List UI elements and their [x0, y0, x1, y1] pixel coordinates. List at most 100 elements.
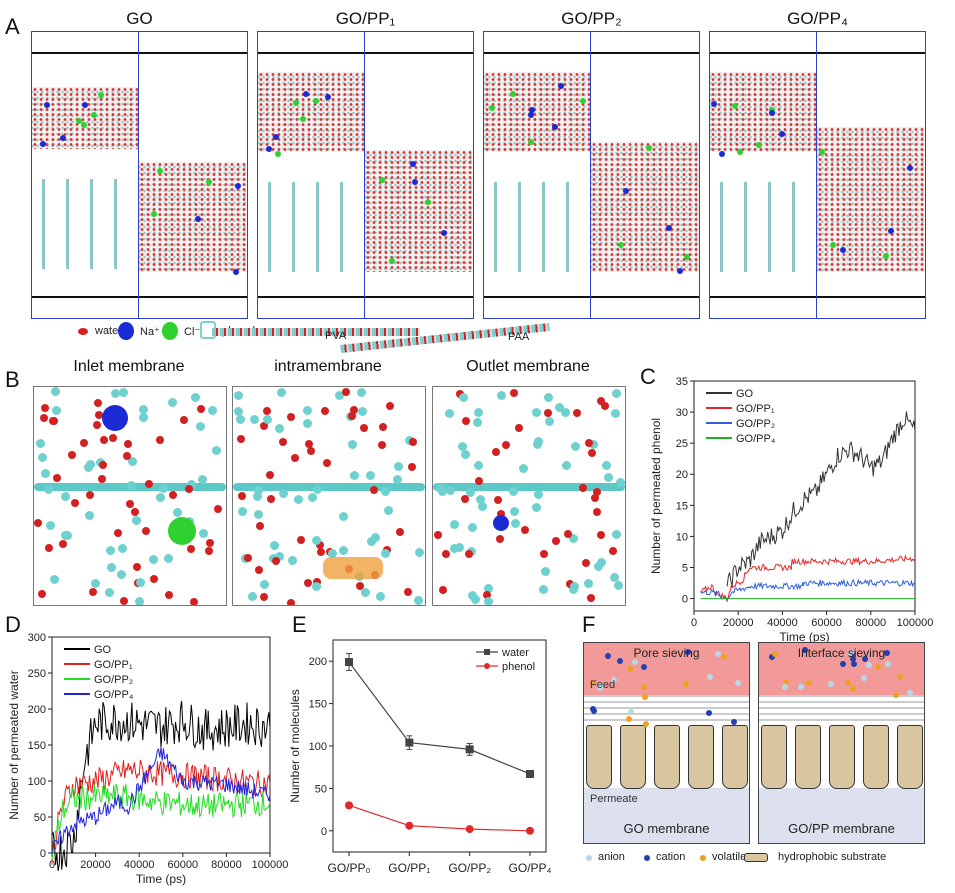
y-tick-label: 15	[676, 500, 688, 512]
carbon-atom	[126, 481, 136, 491]
carbon-atom	[465, 487, 475, 497]
oxygen-atom	[316, 547, 325, 556]
oxygen-atom	[474, 477, 483, 486]
sodium-ion	[527, 111, 534, 118]
x-tick-label: 80000	[856, 617, 887, 629]
chloride-ion	[579, 97, 586, 104]
carbon-atom	[52, 405, 62, 415]
oxygen-atom	[564, 529, 573, 538]
oxygen-atom	[510, 389, 519, 398]
water-molecule-icon	[78, 328, 88, 335]
y-tick-label: 50	[34, 812, 46, 824]
oxygen-atom	[130, 507, 139, 516]
anion	[861, 674, 868, 681]
sodium-ion	[529, 107, 536, 114]
carbon-atom	[293, 495, 303, 505]
oxygen-atom	[539, 550, 548, 559]
legend-marker	[484, 663, 490, 669]
y-tick-label: 200	[309, 656, 327, 668]
oxygen-atom	[408, 437, 417, 446]
oxygen-atom	[169, 491, 178, 500]
oxygen-atom	[596, 531, 605, 540]
panel-label-e: E	[292, 612, 307, 637]
oxygen-atom	[260, 422, 269, 431]
divider	[590, 32, 591, 318]
sodium-ion	[325, 94, 332, 101]
anion	[782, 683, 789, 690]
legend-na: Na⁺	[140, 326, 160, 338]
hydrophobic-substrate-pillar	[620, 725, 646, 789]
carbon-atom	[545, 416, 555, 426]
top-wall	[258, 52, 473, 54]
oxygen-atom	[385, 401, 394, 410]
oxygen-atom	[551, 537, 560, 546]
chloride-ion	[151, 210, 158, 217]
oxygen-atom	[494, 495, 503, 504]
oxygen-atom	[68, 451, 77, 460]
series-line-phenol	[348, 804, 531, 832]
panel-a-title: GO/PP₂	[561, 9, 622, 28]
carbon-atom	[445, 408, 455, 418]
chloride-ion	[510, 90, 517, 97]
carbon-atom	[383, 506, 393, 516]
carbon-atom	[60, 491, 70, 501]
carbon-atom	[459, 392, 469, 402]
y-tick-label: 0	[682, 594, 688, 606]
sodium-ion	[710, 100, 717, 107]
oxygen-atom	[238, 492, 247, 501]
carbon-atom	[366, 471, 376, 481]
carbon-atom	[367, 536, 377, 546]
simulation-snapshot	[31, 31, 248, 319]
data-point	[345, 801, 353, 810]
volatile	[782, 679, 789, 686]
chloride-ion	[378, 177, 385, 184]
oxygen-atom	[266, 471, 275, 480]
panel-a-title: GO/PP₄	[787, 9, 848, 28]
carbon-atom	[583, 579, 593, 589]
oxygen-atom	[99, 460, 108, 469]
carbon-atom	[138, 413, 148, 423]
permeated-water-slab	[365, 150, 473, 272]
chloride-ion	[312, 98, 319, 105]
oxygen-atom	[342, 387, 351, 396]
legend-water: water	[95, 325, 122, 337]
oxygen-atom	[355, 581, 364, 590]
y-tick-label: 0	[321, 826, 327, 838]
carbon-atom	[159, 484, 169, 494]
chloride-ion	[388, 257, 395, 264]
carbon-atom	[60, 531, 70, 541]
legend-label: GO/PP₂	[736, 418, 775, 430]
oxygen-atom	[581, 558, 590, 567]
feed-region	[584, 643, 749, 695]
chart-C: 0 5 10 15 20 25 30 35 Number of permeated phenol…	[649, 376, 933, 644]
schematic-caption: GO/PP membrane	[788, 821, 895, 836]
carbon-atom	[110, 388, 120, 398]
carbon-atom	[131, 516, 141, 526]
legend-label: water	[501, 647, 529, 659]
sodium-ion	[410, 161, 417, 167]
oxygen-atom	[39, 413, 48, 422]
oxygen-atom	[256, 522, 265, 531]
carbon-atom	[234, 390, 244, 400]
cation	[849, 656, 856, 663]
oxygen-atom	[150, 575, 159, 583]
carbon-atom	[156, 492, 166, 502]
chloride-ion	[90, 112, 97, 119]
series-line-3	[51, 746, 271, 854]
carbon-atom	[195, 422, 205, 432]
oxygen-atom	[125, 499, 134, 508]
chloride-ion	[829, 242, 836, 249]
go-sheets	[710, 182, 816, 272]
permeate-region	[759, 788, 924, 843]
carbon-atom	[454, 543, 464, 553]
chloride-ion	[299, 116, 306, 123]
oxygen-atom	[142, 527, 151, 536]
top-wall	[484, 52, 699, 54]
carbon-atom	[510, 507, 520, 517]
oxygen-atom	[312, 578, 321, 587]
sodium-ion	[195, 215, 202, 222]
hydrophobic-substrate-pillar	[688, 725, 714, 789]
permeate-region	[584, 788, 749, 843]
panel-b-title: Outlet membrane	[466, 358, 590, 375]
x-tick-label: 20000	[80, 859, 111, 871]
